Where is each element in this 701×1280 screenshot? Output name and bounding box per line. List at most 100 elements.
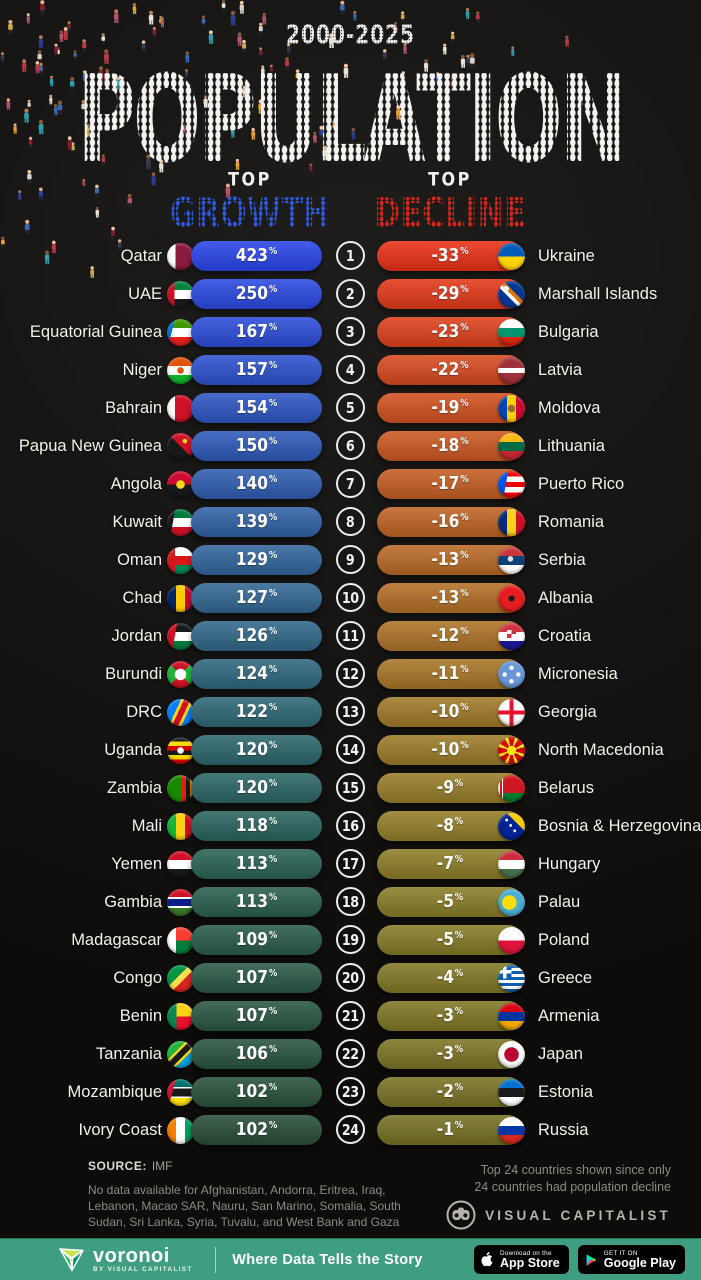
percent-sign: % (268, 1006, 278, 1018)
rank-number: 5 (346, 398, 355, 417)
growth-bar: 157% (191, 355, 322, 385)
growth-country-label: Equatorial Guinea (29, 323, 162, 341)
rank-number: 18 (342, 892, 359, 911)
ranking-row: Mali 118% 16 -8% Bosnia & Herzegovina (0, 807, 701, 845)
growth-bar: 129% (191, 545, 322, 575)
decline-bar: -7% (377, 849, 525, 879)
decline-value: -10 (431, 740, 460, 760)
decline-value: -4 (436, 968, 454, 988)
ranking-row: Yemen 113% 17 -7% Hungary (0, 845, 701, 883)
decline-bar: -9% (377, 773, 525, 803)
percent-sign: % (268, 664, 278, 676)
rank-badge: 6 (336, 431, 365, 460)
decline-country-flag-icon (498, 584, 525, 612)
rows: Qatar 423% 1 -33% Ukraine UAE 250% 2 -29… (0, 237, 701, 1149)
percent-sign: % (268, 512, 278, 524)
rank-number: 12 (342, 664, 359, 683)
rank-badge: 17 (336, 849, 365, 878)
growth-country-label: UAE (128, 285, 162, 303)
growth-bar: 139% (191, 507, 322, 537)
growth-country-flag-icon (167, 660, 194, 688)
percent-sign: % (454, 930, 464, 942)
decline-country-label: Latvia (538, 361, 583, 379)
decline-value: -13 (431, 588, 460, 608)
google-play-big-text: Google Play (603, 1255, 676, 1270)
growth-country-flag-icon (167, 1002, 194, 1030)
growth-country-flag-icon (167, 622, 194, 650)
decline-country-flag-icon (498, 1116, 525, 1144)
growth-country-label: Chad (122, 589, 162, 607)
ranking-row: Papua New Guinea 150% 6 -18% Lithuania (0, 427, 701, 465)
percent-sign: % (268, 1120, 278, 1132)
percent-sign: % (268, 854, 278, 866)
rank-number: 1 (346, 246, 355, 265)
percent-sign: % (454, 1120, 464, 1132)
availability-note: No data available for Afghanistan, Andor… (88, 1183, 401, 1229)
voronoi-logo[interactable]: voronoi BY VISUAL CAPITALIST (58, 1246, 193, 1273)
growth-bar: 150% (191, 431, 322, 461)
percent-sign: % (460, 664, 469, 676)
rank-badge: 11 (336, 621, 365, 650)
decline-kicker: TOP (428, 168, 472, 190)
decline-country-flag-icon (498, 660, 525, 688)
decline-bar: -4% (377, 963, 525, 993)
decline-bar: -22% (377, 355, 525, 385)
percent-sign: % (268, 360, 278, 372)
decline-country-flag-icon (498, 964, 525, 992)
app-store-button[interactable]: Download on the App Store (474, 1245, 569, 1274)
rank-badge: 4 (336, 355, 365, 384)
rank-number: 19 (342, 930, 359, 949)
decline-value: -5 (436, 892, 454, 912)
google-play-button[interactable]: GET IT ON Google Play (577, 1245, 685, 1274)
percent-sign: % (268, 702, 278, 714)
growth-bar: 109% (191, 925, 322, 955)
rank-badge: 1 (336, 241, 365, 270)
decline-bar: -5% (377, 925, 525, 955)
growth-country-label: Gambia (104, 893, 162, 911)
rank-number: 10 (342, 588, 359, 607)
rank-badge: 10 (336, 583, 365, 612)
growth-value: 154 (235, 398, 268, 418)
growth-bar: 106% (191, 1039, 322, 1069)
growth-country-label: Kuwait (112, 513, 162, 531)
decline-country-label: North Macedonia (538, 741, 664, 759)
voronoi-subtitle: BY VISUAL CAPITALIST (93, 1265, 193, 1273)
growth-country-label: Yemen (111, 855, 162, 873)
decline-bar: -23% (377, 317, 525, 347)
decline-country-flag-icon (498, 622, 525, 650)
rank-badge: 15 (336, 773, 365, 802)
rank-number: 14 (342, 740, 359, 759)
rank-badge: 23 (336, 1077, 365, 1106)
percent-sign: % (460, 322, 469, 334)
growth-value: 102 (235, 1082, 268, 1102)
growth-value: 129 (235, 550, 268, 570)
rank-badge: 14 (336, 735, 365, 764)
percent-sign: % (460, 740, 469, 752)
decline-country-label: Bosnia & Herzegovina (538, 817, 701, 835)
decline-bar: -2% (377, 1077, 525, 1107)
decline-bar: -5% (377, 887, 525, 917)
growth-bar: 120% (191, 735, 322, 765)
growth-bar: 126% (191, 621, 322, 651)
growth-bar: 154% (191, 393, 322, 423)
percent-sign: % (454, 1006, 464, 1018)
growth-country-flag-icon (167, 318, 194, 346)
ranking-row: DRC 122% 13 -10% Georgia (0, 693, 701, 731)
decline-value: -8 (436, 816, 454, 836)
decline-country-label: Japan (538, 1045, 583, 1063)
growth-country-label: Mozambique (67, 1083, 162, 1101)
growth-bar: 127% (191, 583, 322, 613)
growth-country-label: Angola (110, 475, 162, 493)
decline-bar: -12% (377, 621, 525, 651)
rank-badge: 5 (336, 393, 365, 422)
growth-country-flag-icon (167, 508, 194, 536)
decline-country-label: Romania (538, 513, 605, 531)
decline-country-flag-icon (498, 356, 525, 384)
growth-country-label: Congo (113, 969, 162, 987)
decline-bar: -33% (377, 241, 525, 271)
source-label: SOURCE: (88, 1159, 147, 1173)
growth-bar: 113% (191, 849, 322, 879)
percent-sign: % (268, 588, 278, 600)
percent-sign: % (454, 854, 464, 866)
visual-capitalist-wordmark: VISUAL CAPITALIST (485, 1207, 671, 1223)
